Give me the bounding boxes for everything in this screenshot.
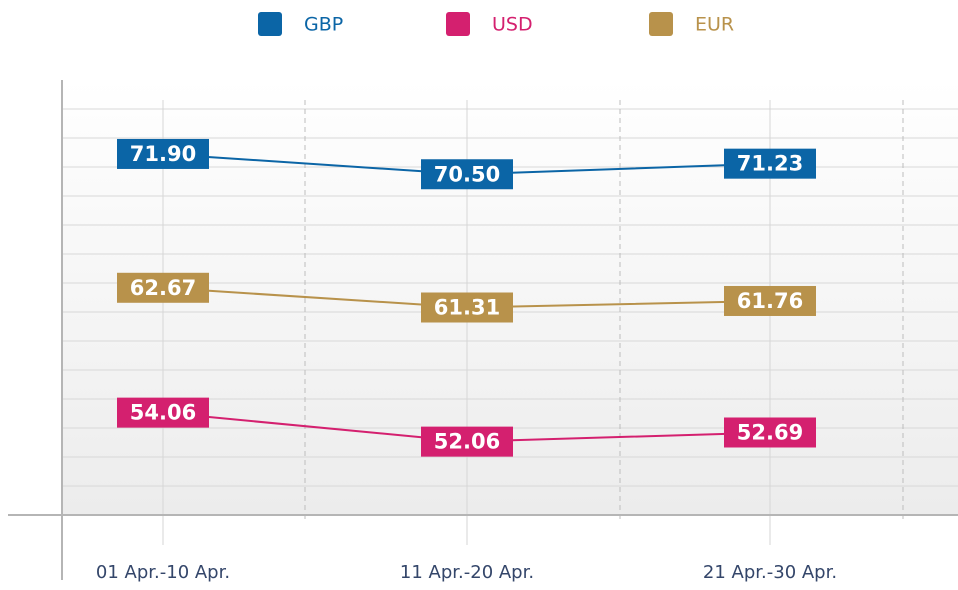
- value-label: 61.76: [737, 289, 803, 313]
- value-label: 52.69: [737, 420, 803, 444]
- value-label: 61.31: [434, 296, 500, 320]
- x-tick-label: 11 Apr.-20 Apr.: [400, 562, 534, 583]
- value-label-box: [724, 148, 816, 179]
- value-label-box: [117, 138, 209, 169]
- value-label: 70.50: [434, 162, 500, 186]
- x-tick-label: 01 Apr.-10 Apr.: [96, 562, 230, 583]
- value-label: 62.67: [130, 276, 196, 300]
- value-label-box: [117, 272, 209, 303]
- value-label: 52.06: [434, 430, 500, 454]
- value-label-box: [421, 426, 513, 457]
- legend-swatch: [446, 12, 470, 36]
- x-tick-label: 21 Apr.-30 Apr.: [703, 562, 837, 583]
- value-label-box: [421, 292, 513, 323]
- value-label: 71.23: [737, 152, 803, 176]
- value-label: 71.90: [130, 142, 196, 166]
- value-label-box: [724, 285, 816, 316]
- value-label-box: [117, 397, 209, 428]
- value-label-box: [421, 159, 513, 190]
- value-label: 54.06: [130, 401, 196, 425]
- legend-label: GBP: [304, 14, 343, 36]
- legend-label: EUR: [695, 14, 734, 36]
- legend-swatch: [649, 12, 673, 36]
- value-label-box: [724, 417, 816, 448]
- legend-label: USD: [492, 14, 533, 36]
- legend-swatch: [258, 12, 282, 36]
